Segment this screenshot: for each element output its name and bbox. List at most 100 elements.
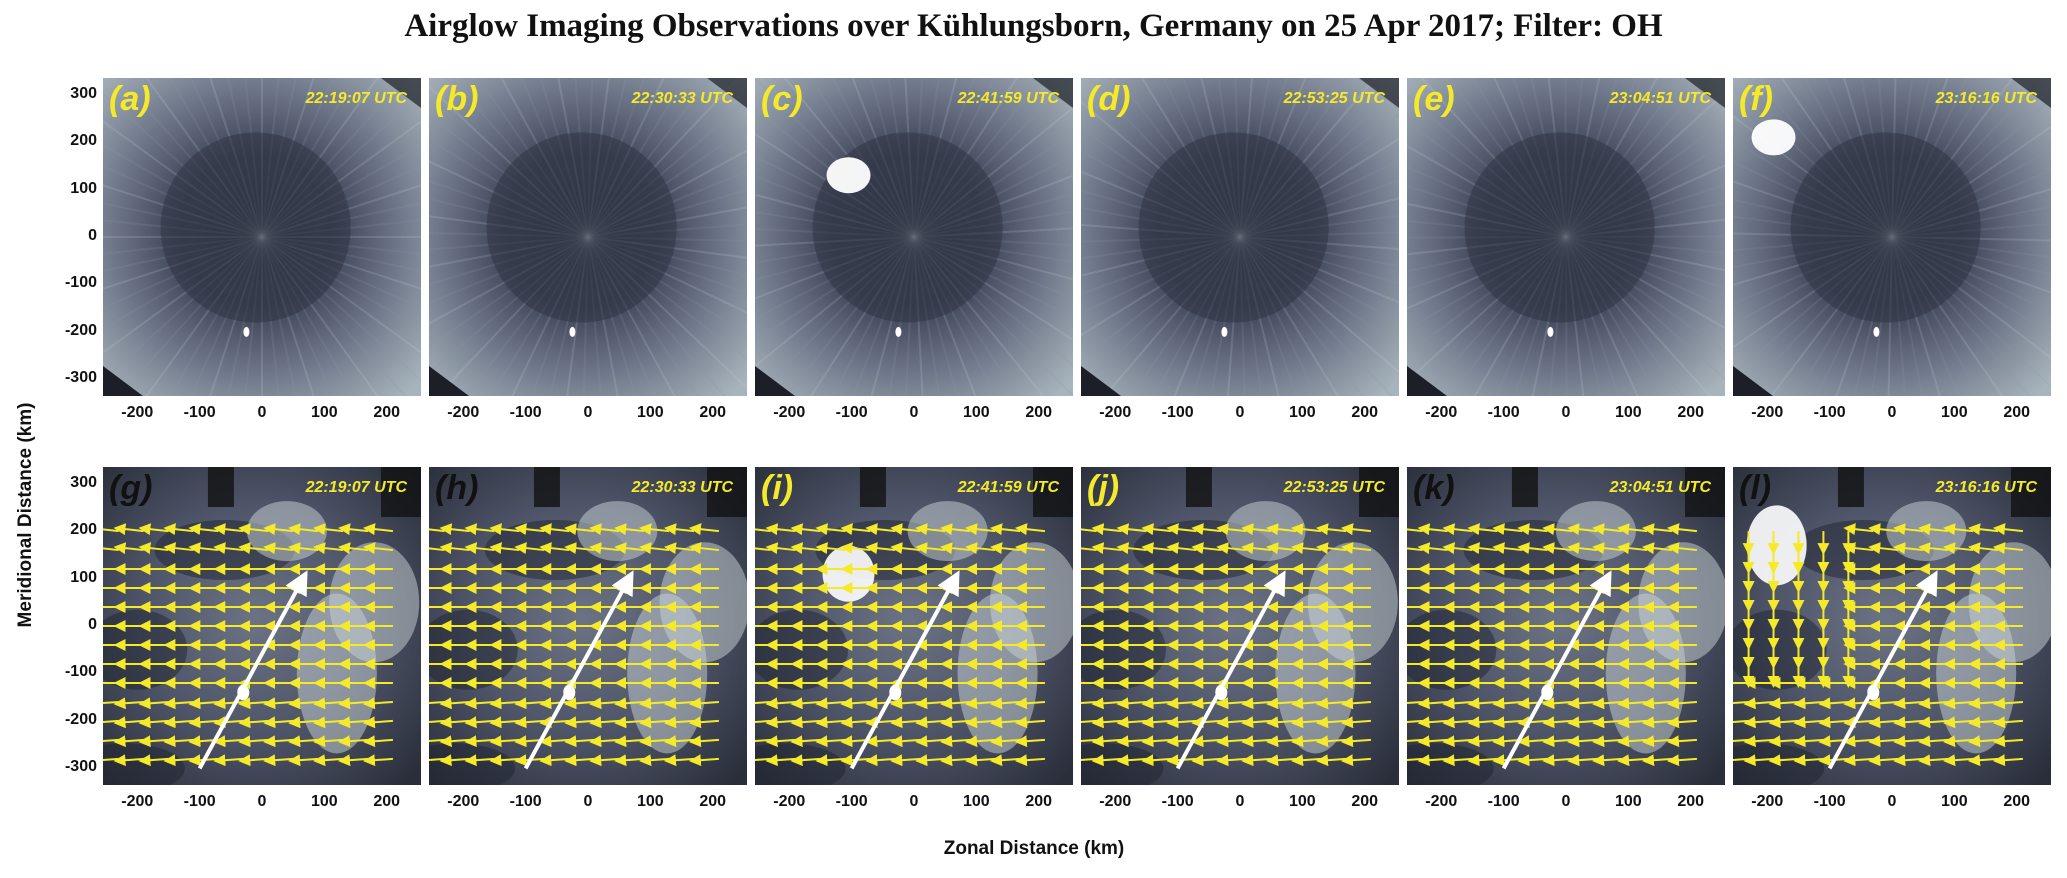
wind-vector (1843, 542, 1874, 555)
wind-vector (213, 523, 244, 536)
wind-vector (362, 697, 394, 710)
wind-vector (1014, 542, 1046, 555)
wind-vector (288, 697, 319, 710)
wind-vector (589, 754, 620, 767)
wind-vector (1743, 716, 1774, 729)
x-tick-label: -200 (773, 793, 806, 810)
wind-vector (1340, 697, 1372, 710)
wind-vector (1467, 754, 1498, 767)
wind-vector (1918, 697, 1949, 710)
wind-vector (1340, 754, 1372, 767)
wind-vector (1567, 523, 1598, 536)
wind-vector (188, 542, 219, 555)
wind-vector (1617, 716, 1648, 729)
wind-vector (1091, 716, 1122, 729)
wind-vector (1467, 542, 1498, 555)
wind-vector (1241, 716, 1272, 729)
wind-vector (1893, 542, 1924, 555)
x-tick-label: -100 (1487, 793, 1520, 810)
x-tick-label: -100 (1161, 793, 1194, 810)
wind-vector (313, 542, 344, 555)
airglow-image-panel: (c) 22:41:59 UTC (755, 78, 1073, 396)
wind-vector (113, 735, 144, 748)
wind-vector (990, 735, 1021, 748)
airglow-image-panel: (b) 22:30:33 UTC (429, 78, 747, 396)
wind-vector (840, 716, 871, 729)
wind-vector (1266, 735, 1297, 748)
wind-vector (1241, 735, 1272, 748)
wind-vector (1843, 697, 1874, 710)
panel-timestamp: 22:19:07 UTC (305, 90, 407, 107)
wind-vector (1116, 523, 1147, 536)
wind-vector (965, 716, 996, 729)
panel-timestamp: 22:19:07 UTC (305, 479, 407, 496)
wind-vector (1642, 716, 1673, 729)
x-tick-label: -200 (773, 404, 806, 421)
x-tick-label: -200 (1099, 404, 1132, 421)
wind-vector (1266, 716, 1297, 729)
wind-vector (1743, 754, 1774, 767)
wind-vector (1666, 754, 1698, 767)
wind-vector (138, 716, 169, 729)
wind-vector (1968, 697, 1999, 710)
wind-vector-field (1407, 523, 1698, 770)
airglow-image (1733, 78, 2051, 396)
wind-vector (1943, 754, 1974, 767)
wind-vector (163, 754, 194, 767)
wind-vector (1014, 754, 1046, 767)
wind-vector (840, 697, 871, 710)
panel-label: (f) (1739, 80, 1773, 118)
wind-vector (1592, 716, 1623, 729)
wind-vector (539, 735, 570, 748)
x-tick-label: -200 (447, 793, 480, 810)
wind-vector (664, 735, 695, 748)
wind-vector (965, 735, 996, 748)
wind-vector (1943, 716, 1974, 729)
panel-timestamp: 22:30:33 UTC (631, 90, 733, 107)
wave-propagation-arrow (523, 570, 634, 770)
wind-vector (1567, 735, 1598, 748)
wind-vector (263, 697, 294, 710)
wind-vector (664, 754, 695, 767)
y-tick-label: -200 (64, 321, 97, 339)
wind-vector (915, 735, 946, 748)
wind-vector (1091, 735, 1122, 748)
wind-vector (1141, 735, 1172, 748)
wind-vector (539, 754, 570, 767)
wind-vector (915, 542, 946, 555)
wind-vector (1116, 542, 1147, 555)
wind-vector (1340, 542, 1372, 555)
wind-vector (1542, 523, 1573, 536)
wind-vector (940, 735, 971, 748)
x-tick-label: 100 (636, 793, 664, 810)
wind-vector (790, 523, 821, 536)
wind-vector (1091, 697, 1122, 710)
wind-vector (1191, 697, 1222, 710)
wind-vector (865, 754, 896, 767)
wind-vector (539, 542, 570, 555)
wind-vector (965, 697, 996, 710)
wind-vector (1893, 523, 1924, 536)
wind-vector (1768, 716, 1799, 729)
x-tick-label: 200 (2003, 404, 2031, 421)
wind-vector (288, 716, 319, 729)
wind-vector (1191, 754, 1222, 767)
y-tick-label: 0 (88, 227, 97, 244)
wind-vector (213, 754, 244, 767)
wind-vector (1241, 697, 1272, 710)
wind-vector (338, 697, 369, 710)
wind-vector (1266, 754, 1297, 767)
y-tick-label: 300 (70, 473, 97, 491)
wind-vector (1918, 754, 1949, 767)
x-tick-label: 200 (699, 793, 727, 810)
wind-vector (1666, 523, 1698, 536)
wind-vector (188, 697, 219, 710)
wind-vector (890, 542, 921, 555)
wind-vector (639, 542, 670, 555)
wind-vector (238, 735, 269, 748)
wind-vector (1592, 697, 1623, 710)
x-tick-label: 100 (310, 793, 338, 810)
wind-vector (1141, 716, 1172, 729)
x-tick-label: -100 (1487, 404, 1520, 421)
wind-vector (1918, 523, 1949, 536)
